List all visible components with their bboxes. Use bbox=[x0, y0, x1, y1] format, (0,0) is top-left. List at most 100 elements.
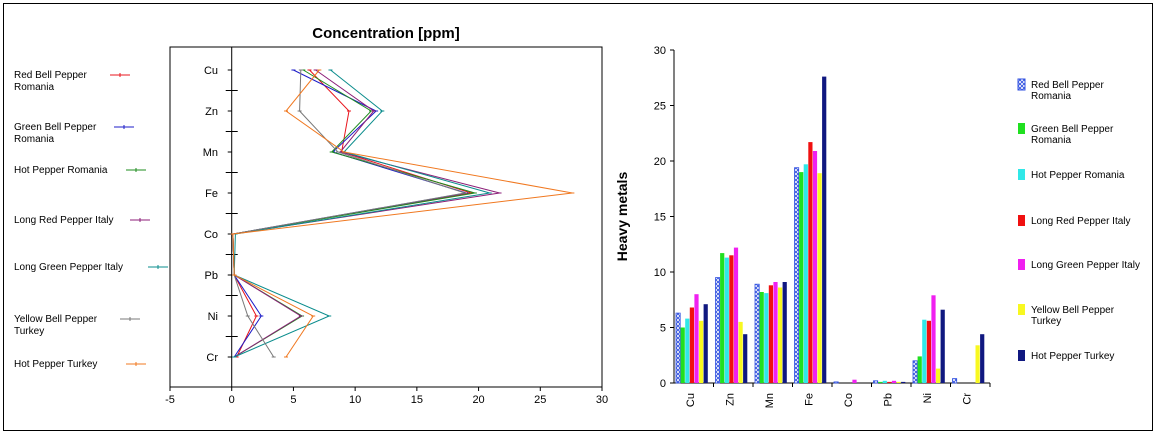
right-bar bbox=[901, 381, 906, 383]
right-bar bbox=[873, 380, 879, 384]
right-legend-label: Red Bell Pepper bbox=[1031, 80, 1104, 91]
left-legend-label: Red Bell Pepper bbox=[14, 70, 87, 81]
right-bar bbox=[680, 327, 685, 383]
right-bar bbox=[912, 360, 918, 384]
right-bar bbox=[773, 282, 778, 383]
right-legend-swatch bbox=[1018, 350, 1025, 361]
right-bar bbox=[715, 277, 721, 384]
right-bar bbox=[782, 282, 787, 383]
right-bar bbox=[778, 287, 783, 383]
right-bar bbox=[699, 320, 704, 383]
right-bar bbox=[812, 151, 818, 383]
right-bar bbox=[675, 312, 681, 384]
right-y-tick-label: 25 bbox=[654, 101, 666, 113]
figure-frame bbox=[3, 3, 1153, 431]
left-legend-label: Yellow Bell Pepper bbox=[14, 314, 98, 325]
left-x-tick-label: 0 bbox=[229, 394, 235, 406]
right-legend-label: Green Bell Pepper bbox=[1031, 124, 1114, 135]
right-bar bbox=[822, 76, 827, 383]
right-bar bbox=[917, 356, 922, 383]
right-cat-label: Mn bbox=[764, 393, 776, 408]
right-bar bbox=[891, 380, 897, 383]
right-bar bbox=[768, 285, 773, 383]
right-bar bbox=[799, 172, 804, 383]
right-y-tick-label: 30 bbox=[654, 45, 666, 57]
right-bar bbox=[926, 320, 931, 383]
right-y-tick-label: 0 bbox=[660, 378, 666, 390]
right-bar bbox=[940, 309, 945, 383]
left-legend-item: Long Red Pepper Italy bbox=[14, 215, 150, 226]
right-bar bbox=[703, 304, 708, 383]
right-legend-label: Hot Pepper Romania bbox=[1031, 170, 1125, 181]
right-cat-label: Cu bbox=[685, 393, 697, 407]
right-legend-swatch bbox=[1018, 123, 1025, 134]
right-bar bbox=[817, 173, 822, 383]
left-x-tick-label: -5 bbox=[165, 394, 175, 406]
right-bar bbox=[724, 257, 729, 383]
right-legend-swatch bbox=[1018, 304, 1025, 315]
left-series-line bbox=[232, 69, 466, 358]
right-bar bbox=[896, 381, 901, 383]
right-bar bbox=[754, 283, 760, 384]
right-legend-swatch bbox=[1018, 259, 1025, 270]
right-bar bbox=[694, 294, 699, 383]
left-cat-label: Pb bbox=[205, 270, 218, 282]
right-bar bbox=[980, 334, 985, 383]
right-bar bbox=[878, 381, 883, 383]
left-legend-label: Long Green Pepper Italy bbox=[14, 262, 123, 273]
left-cat-label: Cr bbox=[206, 352, 218, 364]
left-series-line bbox=[232, 69, 476, 358]
right-bar bbox=[975, 345, 980, 383]
left-cat-label: Ni bbox=[208, 311, 218, 323]
right-legend-label: Turkey bbox=[1031, 316, 1061, 327]
right-y-tick-label: 5 bbox=[660, 323, 666, 335]
left-x-tick-label: 10 bbox=[349, 394, 361, 406]
right-bar bbox=[803, 164, 808, 383]
right-cat-label: Fe bbox=[803, 393, 815, 406]
left-chart-title: Concentration [ppm] bbox=[312, 25, 460, 42]
right-legend-label: Long Red Pepper Italy bbox=[1031, 216, 1131, 227]
right-legend-label: Romania bbox=[1031, 135, 1071, 146]
right-bar bbox=[931, 295, 936, 383]
right-cat-label: Pb bbox=[882, 393, 894, 406]
right-bar bbox=[936, 368, 941, 383]
left-x-tick-label: 30 bbox=[596, 394, 608, 406]
right-cat-label: Cr bbox=[961, 393, 973, 405]
left-cat-label: Co bbox=[204, 229, 218, 241]
left-cat-label: Mn bbox=[203, 147, 218, 159]
right-bar bbox=[808, 142, 813, 383]
right-cat-label: Zn bbox=[724, 393, 736, 406]
right-legend-swatch bbox=[1018, 169, 1025, 180]
right-legend-item: Hot Pepper Romania bbox=[1018, 169, 1125, 181]
left-x-tick-label: 20 bbox=[472, 394, 484, 406]
right-legend-label: Romania bbox=[1031, 91, 1071, 102]
left-cat-label: Fe bbox=[205, 188, 218, 200]
right-bar bbox=[689, 307, 694, 383]
right-legend-label: Yellow Bell Pepper bbox=[1031, 305, 1115, 316]
right-y-tick-label: 10 bbox=[654, 267, 666, 279]
left-legend-label: Hot Pepper Turkey bbox=[14, 359, 97, 370]
left-cat-label: Cu bbox=[204, 65, 218, 77]
right-bar bbox=[720, 253, 725, 383]
left-series-line bbox=[233, 69, 490, 358]
left-x-tick-label: 15 bbox=[411, 394, 423, 406]
left-series-line bbox=[232, 69, 573, 358]
right-bar bbox=[685, 318, 690, 383]
right-bar bbox=[733, 247, 739, 383]
left-legend-item: Long Green Pepper Italy bbox=[14, 262, 168, 273]
right-bar bbox=[738, 321, 743, 383]
right-legend-label: Long Green Pepper Italy bbox=[1031, 260, 1140, 271]
right-bar bbox=[759, 292, 764, 383]
left-legend-item: Hot Pepper Turkey bbox=[14, 359, 146, 370]
right-bar bbox=[833, 381, 839, 384]
left-legend-label: Hot Pepper Romania bbox=[14, 165, 108, 176]
right-bar bbox=[952, 378, 958, 384]
right-bar bbox=[729, 255, 734, 383]
